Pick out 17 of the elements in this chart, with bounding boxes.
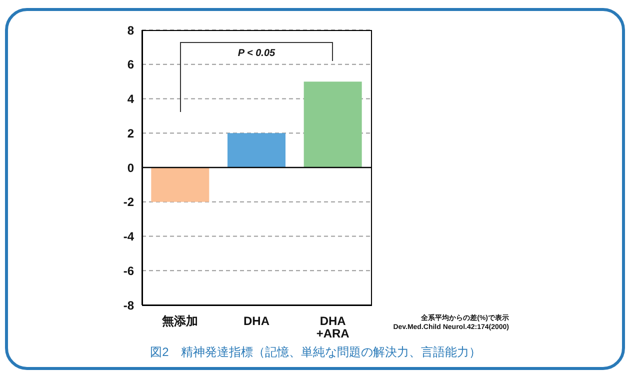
y-tick-label: -2 [123,195,134,210]
x-tick-label: 無添加 [161,314,198,328]
annotation: P < 0.05 [236,48,276,60]
x-tick-label: DHA [244,314,270,328]
bar [151,168,210,202]
y-tick-label: 8 [127,23,134,38]
y-tick-label: -6 [123,264,134,278]
bar [304,82,362,168]
y-tick-label: 2 [127,126,134,140]
y-tick-label: 4 [127,92,134,106]
bar [227,133,286,168]
y-tick-label: -4 [123,230,134,244]
y-tick-label: 0 [127,160,134,175]
y-tick-label: 6 [127,58,134,72]
text: 図2 精神発達指標（記憶、単純な問題の解決力、言語能力） [149,344,482,361]
x-tick-label: DHA +ARA [316,314,350,340]
y-tick-label: -8 [123,298,134,312]
